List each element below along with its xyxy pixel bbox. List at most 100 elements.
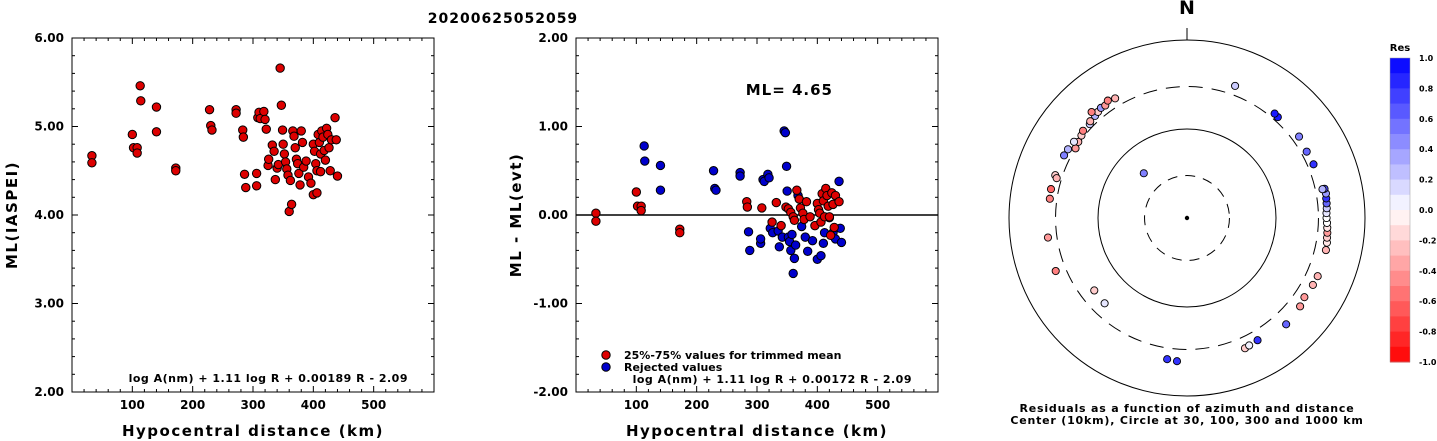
rejected-point — [802, 246, 813, 256]
north-label: N — [1179, 0, 1195, 19]
figure-title: 20200625052059 — [428, 11, 578, 27]
data-point — [312, 188, 322, 198]
x-axis-label: Hypocentral distance (km) — [122, 422, 384, 440]
data-point — [136, 96, 146, 106]
data-point — [294, 168, 304, 179]
y-tick-label: 4.00 — [34, 208, 64, 222]
colorbar-tick-label: 1.0 — [1419, 54, 1434, 63]
colorbar-segment — [1390, 255, 1410, 272]
trimmed-point — [829, 222, 839, 233]
station-residual-marker — [1111, 94, 1120, 103]
epicenter-marker — [1184, 215, 1190, 221]
ring-30km — [1144, 175, 1230, 261]
rejected-point — [735, 171, 745, 181]
rejected-point — [818, 238, 829, 249]
rejected-point — [655, 160, 666, 171]
colorbar-tick-label: 0.8 — [1419, 84, 1434, 93]
data-point — [286, 199, 297, 210]
colorbar-segment — [1390, 103, 1410, 120]
trimmed-point — [789, 215, 800, 226]
colorbar-segment — [1390, 194, 1410, 211]
legend-rejected-label: Rejected values — [624, 361, 723, 374]
rejected-point — [639, 141, 649, 151]
data-point — [135, 81, 145, 91]
trimmed-point — [591, 208, 601, 218]
trimmed-point — [742, 202, 753, 212]
colorbar-segment — [1390, 149, 1410, 165]
y-tick-label: 3.00 — [34, 297, 64, 311]
station-residual-marker — [1295, 132, 1304, 141]
y-axis-label: ML - ML(evt) — [507, 153, 525, 277]
station-residual-marker — [1103, 96, 1112, 105]
station-residual-marker — [1318, 185, 1327, 194]
data-point — [132, 148, 142, 158]
rejected-point — [816, 251, 826, 261]
rejected-point — [640, 156, 650, 166]
rejected-point — [836, 237, 847, 248]
residual-colorbar: Res 1.0 0.8 0.6 0.4 0.2 0.0 -0.2 -0.4 -0.6 -0.8 -1.… — [1389, 43, 1437, 367]
station-residual-marker — [1245, 341, 1254, 350]
polar-caption-line1: Residuals as a function of azimuth and d… — [1019, 402, 1354, 415]
data-point — [270, 174, 281, 185]
x-tick-label: 100 — [624, 398, 649, 412]
colorbar-tick-label: 0.6 — [1419, 115, 1434, 124]
x-tick-label: 200 — [684, 398, 709, 412]
rejected-point — [711, 185, 721, 195]
colorbar-title: Res — [1390, 43, 1410, 54]
trimmed-point — [824, 212, 835, 222]
colorbar-segment — [1390, 316, 1410, 333]
y-tick-label: 1.00 — [538, 120, 568, 134]
data-point — [297, 137, 308, 148]
y-tick-label: 2.00 — [34, 385, 64, 399]
rejected-point — [774, 242, 785, 252]
data-point — [263, 154, 274, 164]
station-residual-marker — [1051, 266, 1060, 276]
data-point — [325, 166, 335, 176]
data-point — [276, 100, 287, 110]
x-tick-label: 200 — [180, 398, 205, 412]
data-point — [279, 149, 290, 159]
data-point — [239, 169, 250, 179]
colorbar-segment — [1390, 240, 1410, 257]
colorbar-tick-label: -0.2 — [1419, 236, 1437, 245]
residual-vs-distance-plot: 100 200 300 400 500 -2.00 -1.00 0.00 1.00 2.00 Hyp… — [507, 31, 939, 440]
y-tick-label: 5.00 — [34, 120, 64, 134]
data-point — [332, 171, 343, 181]
rejected-point — [781, 161, 792, 172]
station-residual-marker — [1060, 151, 1069, 160]
data-point — [207, 125, 217, 135]
colorbar-segment — [1390, 210, 1410, 226]
station-residual-marker — [1296, 302, 1305, 311]
data-point — [260, 114, 270, 125]
data-point — [275, 63, 285, 73]
data-point — [285, 175, 296, 186]
colorbar-segment — [1390, 179, 1410, 196]
colorbar-tick-label: 0.2 — [1419, 176, 1433, 185]
data-point — [320, 155, 331, 165]
trimmed-point — [771, 197, 782, 208]
colorbar-segment — [1390, 73, 1410, 89]
colorbar-tick-label: -0.6 — [1419, 297, 1437, 306]
legend-rejected-marker — [601, 362, 611, 372]
regression-formula: log A(nm) + 1.11 log R + 0.00189 R - 2.0… — [129, 372, 408, 385]
azimuth-residual-polar-plot: N Residuals as a function of azimuth and … — [1008, 0, 1366, 427]
rejected-point — [755, 234, 766, 244]
data-point — [315, 166, 326, 177]
station-residual-marker — [1321, 246, 1330, 255]
station-residual-marker — [1063, 145, 1073, 154]
station-residual-marker — [1313, 272, 1322, 281]
trimmed-point — [834, 197, 844, 207]
y-tick-label: 2.00 — [538, 31, 568, 45]
rejected-point — [788, 268, 798, 279]
data-point — [306, 178, 316, 188]
station-residual-marker — [1309, 160, 1318, 169]
legend-trimmed-marker — [601, 350, 611, 360]
colorbar-segment — [1390, 301, 1410, 317]
data-point — [204, 104, 215, 115]
rejected-point — [655, 185, 666, 195]
station-residual-marker — [1069, 137, 1079, 146]
x-tick-label: 300 — [744, 398, 769, 412]
data-point — [277, 125, 288, 135]
x-tick-label: 500 — [361, 398, 386, 412]
